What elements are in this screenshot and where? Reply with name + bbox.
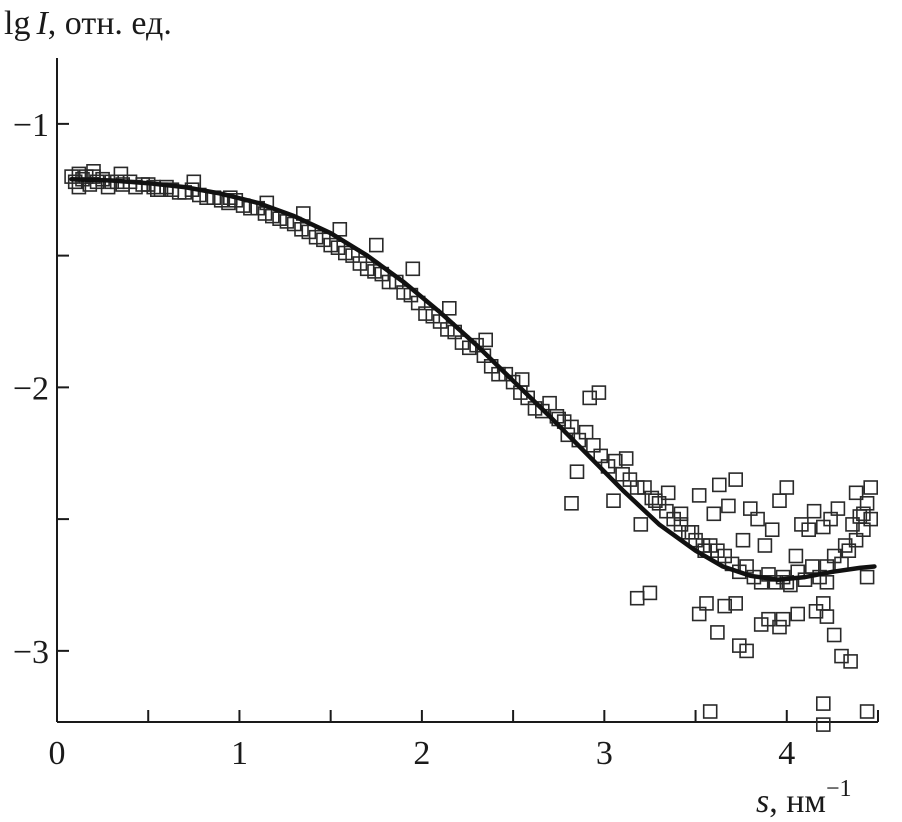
y-axis-title: lg I, отн. ед. xyxy=(4,5,172,42)
data-point xyxy=(618,451,634,466)
data-point xyxy=(498,366,514,382)
data-point xyxy=(772,619,787,635)
data-point xyxy=(615,466,630,482)
data-point xyxy=(337,245,353,261)
x-tick-label: 3 xyxy=(596,735,613,772)
data-point xyxy=(863,480,879,495)
data-point xyxy=(815,717,831,732)
data-point xyxy=(721,498,736,514)
data-point xyxy=(757,538,773,553)
x-tick-label: 0 xyxy=(49,735,66,772)
data-point xyxy=(691,488,707,503)
data-point xyxy=(826,627,842,643)
data-point xyxy=(801,522,817,538)
data-point xyxy=(834,648,849,664)
data-point xyxy=(368,237,384,253)
data-point xyxy=(660,485,676,501)
x-tick-label: 2 xyxy=(413,735,430,772)
data-point xyxy=(648,493,663,509)
data-point xyxy=(688,532,703,548)
y-tick-label: −1 xyxy=(13,107,49,144)
data-point xyxy=(332,222,348,237)
data-point xyxy=(352,256,368,271)
data-point xyxy=(591,385,607,400)
data-point xyxy=(837,538,853,553)
data-point xyxy=(560,427,576,443)
y-tick-label: −2 xyxy=(13,370,49,407)
data-point xyxy=(64,169,79,184)
data-point xyxy=(684,524,700,540)
data-point xyxy=(478,332,494,348)
data-point xyxy=(542,395,557,411)
data-point xyxy=(856,506,871,522)
data-point xyxy=(564,495,579,511)
y-tick-label: −3 xyxy=(13,634,49,671)
data-point xyxy=(316,232,331,248)
data-point xyxy=(633,517,649,532)
data-point xyxy=(808,603,824,619)
data-point xyxy=(425,308,441,324)
data-point xyxy=(764,522,780,538)
data-point xyxy=(505,374,521,390)
data-point xyxy=(569,464,585,480)
data-point xyxy=(779,480,795,495)
data-point xyxy=(405,261,421,277)
data-point xyxy=(806,503,822,519)
data-point xyxy=(642,585,658,601)
data-point xyxy=(673,506,689,522)
data-point xyxy=(651,495,667,511)
data-point xyxy=(728,596,744,611)
data-point xyxy=(843,654,858,669)
x-axis-title: s, нм−1 xyxy=(756,776,852,820)
data-point xyxy=(706,506,722,522)
x-axis-title-var: s xyxy=(756,783,769,820)
data-point xyxy=(699,596,714,611)
data-point xyxy=(702,704,718,719)
data-point xyxy=(848,532,864,548)
data-point xyxy=(441,300,457,316)
data-point xyxy=(728,472,744,487)
data-point xyxy=(582,390,598,406)
data-point xyxy=(629,590,645,606)
data-point xyxy=(606,493,621,509)
data-point xyxy=(859,704,875,719)
data-point xyxy=(819,609,835,624)
y-axis-title-var: I xyxy=(35,5,49,42)
axes: 0 1 2 3 4 −1 −2 −3 xyxy=(13,58,879,772)
data-point xyxy=(711,477,727,493)
data-point xyxy=(830,501,846,516)
x-tick-label: 4 xyxy=(778,735,795,772)
fit-line xyxy=(69,176,877,582)
data-point xyxy=(440,322,455,337)
data-point xyxy=(823,511,838,527)
fit-curve xyxy=(69,176,877,582)
data-point xyxy=(750,511,765,527)
data-point xyxy=(739,643,754,659)
x-axis-title-rest: , нм xyxy=(769,783,826,820)
data-point xyxy=(775,611,791,627)
data-point xyxy=(67,174,83,190)
data-point xyxy=(859,495,875,511)
data-point xyxy=(772,493,787,509)
y-axis-title-prefix: lg xyxy=(4,5,30,42)
y-axis-title-rest: , отн. ед. xyxy=(48,5,172,42)
data-point xyxy=(710,625,725,640)
data-point xyxy=(815,696,831,711)
data-point xyxy=(790,606,806,622)
marks xyxy=(64,164,879,732)
x-axis-title-exp: −1 xyxy=(826,776,852,802)
x-tick-label: 1 xyxy=(231,735,248,772)
data-point xyxy=(578,424,594,440)
data-point xyxy=(779,574,795,590)
data-point xyxy=(819,574,835,590)
data-point xyxy=(848,485,864,501)
data-point xyxy=(735,532,751,548)
data-point xyxy=(514,372,530,387)
data-point xyxy=(859,569,875,585)
data-point xyxy=(788,548,804,564)
data-point xyxy=(761,611,776,627)
data-point xyxy=(717,598,733,614)
